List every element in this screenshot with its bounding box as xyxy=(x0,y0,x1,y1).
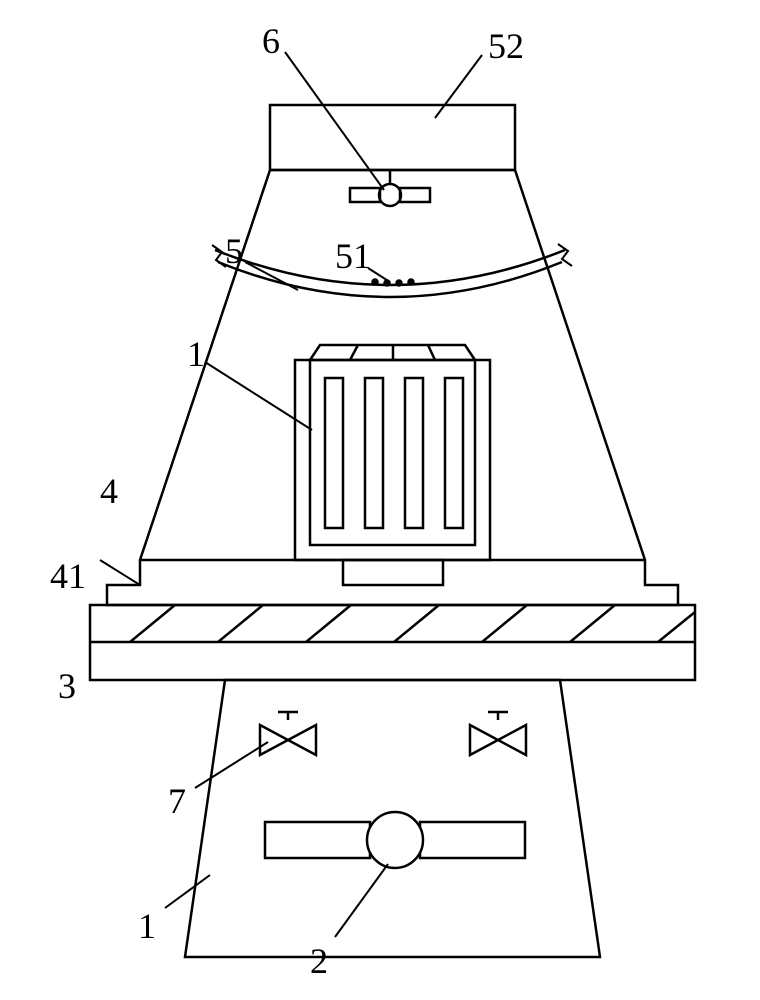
leader-52 xyxy=(435,55,482,118)
upper-cone xyxy=(107,170,678,605)
hatch-3 xyxy=(306,605,351,642)
leader-1-lower xyxy=(165,875,210,908)
label-1-upper: 1 xyxy=(187,333,205,375)
label-51: 51 xyxy=(335,235,371,277)
label-6: 6 xyxy=(262,20,280,62)
leader-7 xyxy=(195,742,268,788)
valve-circle-center xyxy=(367,812,423,868)
leader-51 xyxy=(368,268,390,282)
hatch-7 xyxy=(658,612,695,642)
central-inner-box xyxy=(310,360,475,545)
slot-1 xyxy=(325,378,343,528)
bowtie-right-2 xyxy=(498,725,526,755)
top-seg-3 xyxy=(428,345,435,360)
top-seg-1 xyxy=(350,345,358,360)
slot-4 xyxy=(445,378,463,528)
bowtie-right-1 xyxy=(470,725,498,755)
valve-bar-left xyxy=(265,822,370,858)
label-4: 4 xyxy=(100,470,118,512)
top-box xyxy=(270,105,515,170)
hatch-2 xyxy=(218,605,263,642)
label-2: 2 xyxy=(310,940,328,982)
valve-left-top xyxy=(350,188,380,202)
hatch-5 xyxy=(482,605,527,642)
bowtie-left-2 xyxy=(288,725,316,755)
valve-bar-right xyxy=(420,822,525,858)
valve-right-top xyxy=(400,188,430,202)
label-7: 7 xyxy=(168,780,186,822)
slot-2 xyxy=(365,378,383,528)
label-52: 52 xyxy=(488,25,524,67)
label-3: 3 xyxy=(58,665,76,707)
label-1-lower: 1 xyxy=(138,905,156,947)
leader-2 xyxy=(335,864,388,937)
dot-3 xyxy=(397,281,402,286)
hatch-4 xyxy=(394,605,439,642)
label-41: 41 xyxy=(50,555,86,597)
hatch-6 xyxy=(570,605,615,642)
bowtie-left-1 xyxy=(260,725,288,755)
label-5: 5 xyxy=(225,230,243,272)
slot-3 xyxy=(405,378,423,528)
dot-1 xyxy=(373,280,378,285)
dot-4 xyxy=(409,280,414,285)
leader-41 xyxy=(100,560,140,585)
central-base xyxy=(343,560,443,585)
hatch-1 xyxy=(130,605,175,642)
